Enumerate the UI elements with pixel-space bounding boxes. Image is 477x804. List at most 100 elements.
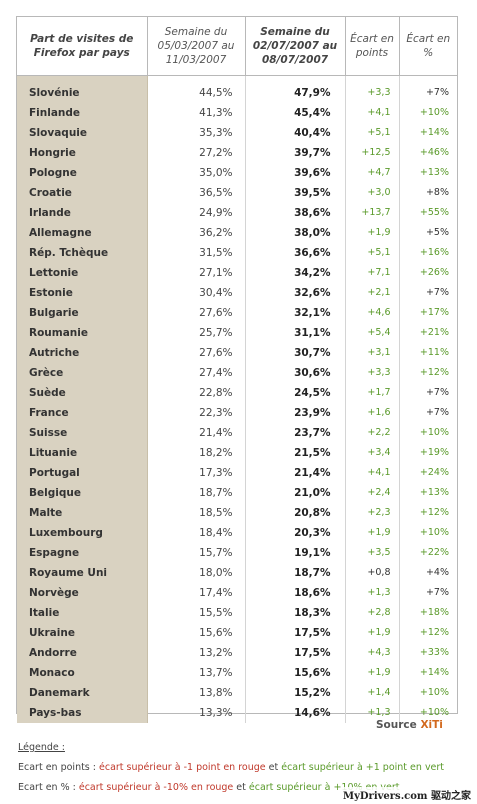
diff-pct-cell: +14% bbox=[419, 667, 449, 678]
diff-pct-cell: +26% bbox=[419, 267, 449, 278]
week1-share-cell: 27,4% bbox=[147, 363, 246, 383]
country-cell: Autriche bbox=[17, 343, 148, 363]
legend-pct-red: écart supérieur à -10% en rouge bbox=[78, 782, 234, 793]
source-credit: Source XiTi bbox=[376, 719, 443, 731]
diff-pct-cell: +7% bbox=[425, 87, 449, 98]
diff-points-cell: +2,3 bbox=[345, 503, 400, 523]
week1-share-cell: 36,5% bbox=[147, 183, 246, 203]
week2-share-cell: 21,5% bbox=[245, 443, 346, 463]
diff-points-cell: +1,9 bbox=[345, 663, 400, 683]
week2-share-cell: 34,2% bbox=[245, 263, 346, 283]
country-cell: Ukraine bbox=[17, 623, 148, 643]
table-row: Danemark 13,8% 15,2% +1,4 +10% bbox=[17, 683, 457, 703]
diff-points-cell: +1,3 bbox=[345, 703, 400, 723]
diff-pct-cell: +10% bbox=[419, 527, 449, 538]
country-cell: Monaco bbox=[17, 663, 148, 683]
week2-share-cell: 45,4% bbox=[245, 103, 346, 123]
week1-share-cell: 13,8% bbox=[147, 683, 246, 703]
legend-pct-lead: Ecart en % : bbox=[18, 782, 79, 793]
diff-points-cell: +2,2 bbox=[345, 423, 400, 443]
country-cell: Norvège bbox=[17, 583, 148, 603]
diff-pct-cell: +21% bbox=[419, 327, 449, 338]
diff-points-cell: +2,1 bbox=[345, 283, 400, 303]
country-cell: Malte bbox=[17, 503, 148, 523]
diff-points-cell: +1,9 bbox=[345, 223, 400, 243]
week1-share-cell: 44,5% bbox=[147, 83, 246, 103]
country-cell: Danemark bbox=[17, 683, 148, 703]
country-cell: Lettonie bbox=[17, 263, 148, 283]
table-row: Pays-bas 13,3% 14,6% +1,3 +10% bbox=[17, 703, 457, 723]
country-cell: Bulgarie bbox=[17, 303, 148, 323]
diff-pct-cell: +13% bbox=[419, 167, 449, 178]
week1-share-cell: 13,7% bbox=[147, 663, 246, 683]
diff-points-cell: +5,1 bbox=[345, 243, 400, 263]
table-row: Norvège 17,4% 18,6% +1,3 +7% bbox=[17, 583, 457, 603]
country-cell: Rép. Tchèque bbox=[17, 243, 148, 263]
week2-share-cell: 38,6% bbox=[245, 203, 346, 223]
table-row: Autriche 27,6% 30,7% +3,1 +11% bbox=[17, 343, 457, 363]
table-row: Lettonie 27,1% 34,2% +7,1 +26% bbox=[17, 263, 457, 283]
week2-share-cell: 15,6% bbox=[245, 663, 346, 683]
diff-pct-cell: +18% bbox=[419, 607, 449, 618]
week1-share-cell: 35,3% bbox=[147, 123, 246, 143]
week2-share-cell: 32,1% bbox=[245, 303, 346, 323]
diff-pct-cell: +4% bbox=[425, 567, 449, 578]
table-spacer-row bbox=[17, 75, 457, 83]
country-cell: Estonie bbox=[17, 283, 148, 303]
week1-share-cell: 27,2% bbox=[147, 143, 246, 163]
legend-pct-line: Ecart en % : écart supérieur à -10% en r… bbox=[18, 782, 400, 793]
legend-points-lead: Ecart en points : bbox=[18, 762, 100, 773]
week1-share-cell: 27,6% bbox=[147, 303, 246, 323]
source-prefix: Source bbox=[376, 719, 417, 731]
diff-points-cell: +4,1 bbox=[345, 103, 400, 123]
week1-share-cell: 22,8% bbox=[147, 383, 246, 403]
country-cell: Slovaquie bbox=[17, 123, 148, 143]
week1-share-cell: 17,4% bbox=[147, 583, 246, 603]
country-cell: Grèce bbox=[17, 363, 148, 383]
week2-share-cell: 36,6% bbox=[245, 243, 346, 263]
table-row: Royaume Uni 18,0% 18,7% +0,8 +4% bbox=[17, 563, 457, 583]
legend-points-mid: et bbox=[265, 762, 282, 773]
week2-share-cell: 18,3% bbox=[245, 603, 346, 623]
table-header-row: Part de visites de Firefox par pays Sema… bbox=[17, 17, 457, 76]
legend-points-green: écart supérieur à +1 point en vert bbox=[281, 762, 445, 773]
table-row: Monaco 13,7% 15,6% +1,9 +14% bbox=[17, 663, 457, 683]
week2-share-cell: 15,2% bbox=[245, 683, 346, 703]
week1-share-cell: 30,4% bbox=[147, 283, 246, 303]
diff-points-cell: +12,5 bbox=[345, 143, 400, 163]
diff-points-cell: +13,7 bbox=[345, 203, 400, 223]
diff-points-cell: +4,6 bbox=[345, 303, 400, 323]
header-week2: Semaine du 02/07/2007 au 08/07/2007 bbox=[245, 17, 346, 76]
week1-share-cell: 25,7% bbox=[147, 323, 246, 343]
diff-points-cell: +3,1 bbox=[345, 343, 400, 363]
legend-pct-mid: et bbox=[233, 782, 249, 793]
week2-share-cell: 17,5% bbox=[245, 643, 346, 663]
country-cell: Espagne bbox=[17, 543, 148, 563]
diff-points-cell: +1,3 bbox=[345, 583, 400, 603]
header-diff-pct: Écart en % bbox=[399, 17, 457, 76]
country-cell: Slovénie bbox=[17, 83, 148, 103]
diff-pct-cell: +33% bbox=[419, 647, 449, 658]
site-watermark: MyDrivers.com 驱动之家 bbox=[341, 787, 473, 802]
week2-share-cell: 31,1% bbox=[245, 323, 346, 343]
week1-share-cell: 21,4% bbox=[147, 423, 246, 443]
country-cell: Suède bbox=[17, 383, 148, 403]
week2-share-cell: 40,4% bbox=[245, 123, 346, 143]
diff-pct-cell: +22% bbox=[419, 547, 449, 558]
table-row: Luxembourg 18,4% 20,3% +1,9 +10% bbox=[17, 523, 457, 543]
week2-share-cell: 32,6% bbox=[245, 283, 346, 303]
week1-share-cell: 15,5% bbox=[147, 603, 246, 623]
week1-share-cell: 15,6% bbox=[147, 623, 246, 643]
table-row: Roumanie 25,7% 31,1% +5,4 +21% bbox=[17, 323, 457, 343]
table-row: Grèce 27,4% 30,6% +3,3 +12% bbox=[17, 363, 457, 383]
country-cell: Lituanie bbox=[17, 443, 148, 463]
week1-share-cell: 35,0% bbox=[147, 163, 246, 183]
diff-pct-cell: +10% bbox=[419, 107, 449, 118]
country-cell: Roumanie bbox=[17, 323, 148, 343]
week1-share-cell: 27,1% bbox=[147, 263, 246, 283]
header-diff-points: Écart en points bbox=[345, 17, 400, 76]
diff-points-cell: +4,7 bbox=[345, 163, 400, 183]
diff-points-cell: +0,8 bbox=[345, 563, 400, 583]
diff-pct-cell: +13% bbox=[419, 487, 449, 498]
legend-points-red: écart supérieur à -1 point en rouge bbox=[99, 762, 266, 773]
